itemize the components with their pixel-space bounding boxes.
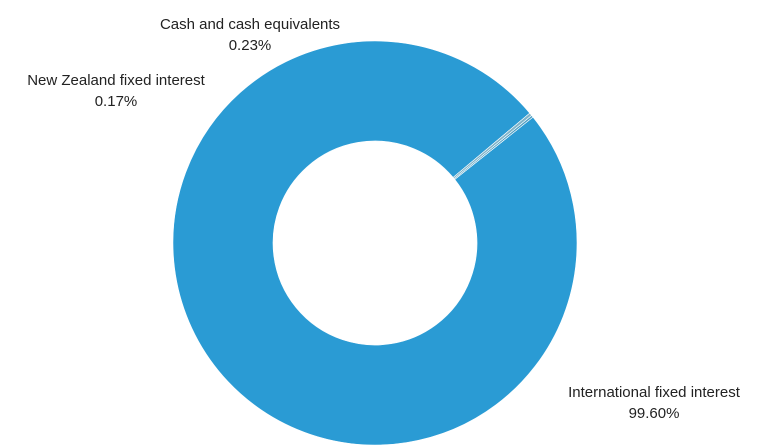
slice-label-cash: Cash and cash equivalents 0.23% [130,14,370,56]
slice-label-international-value: 99.60% [628,405,680,422]
slice-label-cash-value: 0.23% [228,37,272,54]
slice-label-nz-name: New Zealand fixed interest [27,72,205,89]
slices-group [172,40,578,446]
slice-label-international-name: International fixed interest [568,384,740,401]
slice-label-cash-name: Cash and cash equivalents [159,16,341,33]
slice-cash [452,112,533,179]
slice-international [172,40,578,446]
slice-label-international: International fixed interest 99.60% [542,382,766,424]
slice-label-nz-value: 0.17% [94,93,138,110]
slice-label-nz: New Zealand fixed interest 0.17% [0,70,232,112]
